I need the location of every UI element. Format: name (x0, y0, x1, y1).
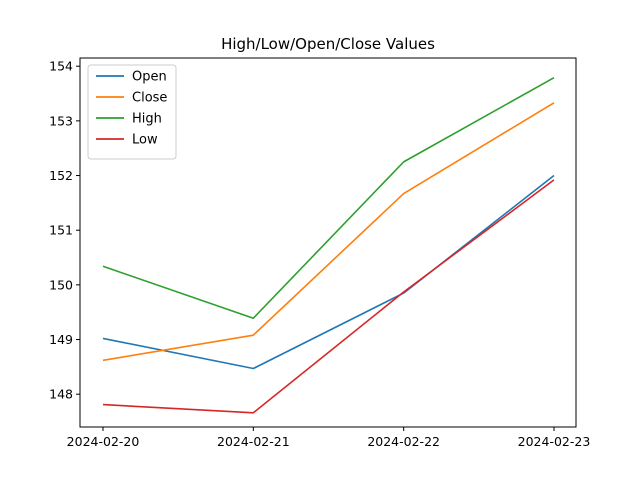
x-tick-label: 2024-02-21 (217, 434, 290, 449)
x-tick-label: 2024-02-20 (67, 434, 140, 449)
y-tick-label: 149 (49, 332, 73, 347)
y-axis: 148 149 150 151 152 153 154 (49, 59, 80, 402)
legend: Open Close High Low (88, 65, 176, 159)
x-axis: 2024-02-20 2024-02-21 2024-02-22 2024-02-23 (67, 427, 591, 449)
y-tick-label: 154 (49, 59, 73, 74)
y-tick-label: 150 (49, 277, 73, 292)
y-tick-label: 148 (49, 387, 73, 402)
legend-label-low: Low (132, 133, 158, 148)
y-tick-label: 153 (49, 113, 73, 128)
y-tick-label: 151 (49, 223, 73, 238)
chart-title: High/Low/Open/Close Values (221, 35, 435, 53)
y-tick-label: 152 (49, 168, 73, 183)
x-tick-label: 2024-02-22 (367, 434, 440, 449)
x-tick-label: 2024-02-23 (518, 434, 591, 449)
legend-label-close: Close (132, 91, 167, 106)
legend-label-open: Open (132, 70, 167, 85)
legend-label-high: High (132, 112, 162, 127)
